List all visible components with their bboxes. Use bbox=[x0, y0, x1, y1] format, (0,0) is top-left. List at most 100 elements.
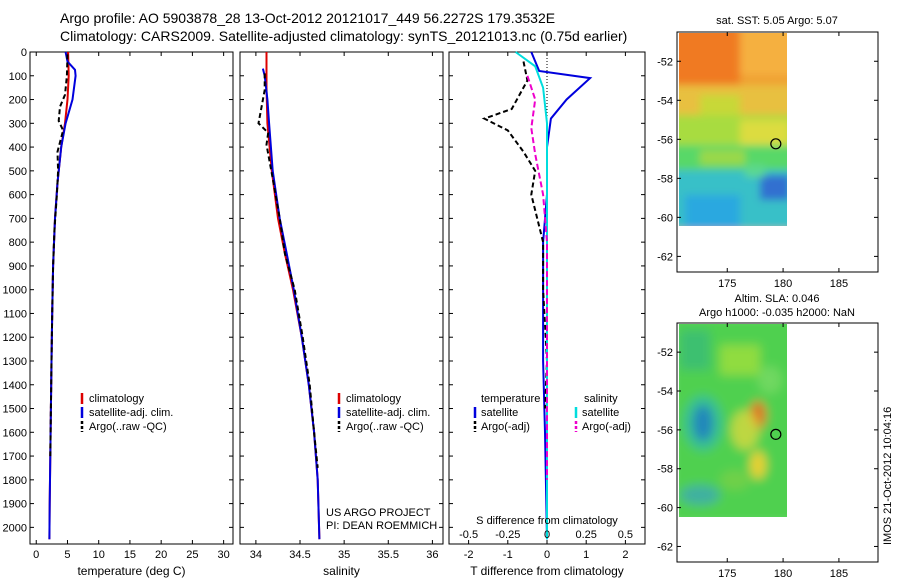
sla_map-y-tick-label: -60 bbox=[657, 503, 673, 515]
sla_map-y-tick-label: -52 bbox=[657, 347, 673, 359]
sst_map-axes-frame bbox=[676, 31, 879, 273]
y-tick-label: 1100 bbox=[3, 308, 27, 320]
difference-s-tick-label: -0.5 bbox=[459, 529, 478, 541]
y-tick-label: 0 bbox=[21, 47, 27, 59]
difference-s-tick-label: 0 bbox=[544, 529, 550, 541]
sst_map-y-tick-label: -56 bbox=[657, 134, 673, 146]
sst_map-y-tick-label: -52 bbox=[657, 56, 673, 68]
temperature-legend-label: climatology bbox=[89, 393, 145, 405]
y-tick-label: 1400 bbox=[3, 380, 27, 392]
sla-map-title-line2: Argo h1000: -0.035 h2000: NaN bbox=[699, 307, 855, 319]
temperature-axes-frame bbox=[29, 51, 234, 545]
difference-series-s-satellite bbox=[515, 51, 548, 540]
temperature-legend-label: Argo(..raw -QC) bbox=[89, 421, 167, 433]
salinity-xlabel: salinity bbox=[323, 564, 360, 578]
salinity-legend-label: satellite-adj. clim. bbox=[346, 407, 430, 419]
difference-legend-title-salinity: salinity bbox=[584, 393, 618, 405]
y-tick-label: 300 bbox=[9, 118, 27, 130]
y-tick-label: 1800 bbox=[3, 475, 27, 487]
sst_map-y-tick-label: -62 bbox=[657, 251, 673, 263]
difference-x-tick-label: 0 bbox=[544, 549, 550, 561]
difference-series-t-satellite bbox=[530, 51, 593, 540]
sst_map-float-marker bbox=[770, 138, 782, 150]
salinity-series-climatology bbox=[265, 52, 321, 540]
salinity-x-tick-label: 35.5 bbox=[378, 549, 399, 561]
difference-xlabel-top: S difference from climatology bbox=[476, 515, 618, 527]
salinity-x-tick-label: 36 bbox=[426, 549, 438, 561]
temperature-x-tick-label: 20 bbox=[155, 549, 167, 561]
salinity-series-satellite-adj-clim- bbox=[261, 68, 321, 540]
sla-map-title-line1: Altim. SLA: 0.046 bbox=[735, 293, 820, 305]
difference-s-tick-label: -0.25 bbox=[495, 529, 520, 541]
y-tick-label: 800 bbox=[9, 237, 27, 249]
y-tick-label: 1200 bbox=[3, 332, 27, 344]
sla_map-y-tick-label: -62 bbox=[657, 541, 673, 553]
header-line-2: Climatology: CARS2009. Satellite-adjuste… bbox=[60, 28, 628, 44]
salinity-annotation: US ARGO PROJECT bbox=[326, 507, 431, 519]
salinity-x-tick-label: 35 bbox=[338, 549, 350, 561]
header-line-1: Argo profile: AO 5903878_28 13-Oct-2012 … bbox=[60, 10, 556, 26]
temperature-x-tick-label: 15 bbox=[124, 549, 136, 561]
y-tick-label: 1000 bbox=[3, 285, 27, 297]
sst_map-x-tick-label: 175 bbox=[718, 278, 736, 290]
salinity-x-tick-label: 34.5 bbox=[289, 549, 310, 561]
y-tick-label: 500 bbox=[9, 166, 27, 178]
chart-layer: 0100200300400500600700800900100011001200… bbox=[3, 15, 879, 580]
temperature-series-argo-raw-qc- bbox=[49, 54, 69, 457]
sla_map-y-tick-label: -56 bbox=[657, 425, 673, 437]
difference-series-t-argo-adj- bbox=[481, 61, 549, 409]
sst_map-y-tick-label: -60 bbox=[657, 212, 673, 224]
salinity-axes-frame bbox=[239, 51, 444, 545]
difference-x-tick-label: 2 bbox=[622, 549, 628, 561]
sla_map-y-tick-label: -54 bbox=[657, 386, 673, 398]
temperature-xlabel: temperature (deg C) bbox=[77, 564, 185, 578]
sla_map-x-tick-label: 180 bbox=[774, 568, 792, 580]
y-tick-label: 1600 bbox=[3, 427, 27, 439]
difference-legend-label: satellite bbox=[481, 407, 518, 419]
sla_map-float-marker bbox=[770, 428, 782, 440]
difference-x-tick-label: -1 bbox=[503, 549, 513, 561]
sst_map-y-tick-label: -54 bbox=[657, 95, 673, 107]
salinity-annotation: PI: DEAN ROEMMICH bbox=[326, 520, 437, 532]
sla_map-axes-frame bbox=[676, 322, 879, 563]
y-tick-label: 200 bbox=[9, 95, 27, 107]
difference-s-tick-label: 0.5 bbox=[618, 529, 633, 541]
sla_map-y-tick-label: -58 bbox=[657, 464, 673, 476]
temperature-x-tick-label: 25 bbox=[186, 549, 198, 561]
sst_map-x-tick-label: 185 bbox=[830, 278, 848, 290]
difference-legend-title-temperature: temperature bbox=[481, 393, 540, 405]
y-tick-label: 400 bbox=[9, 142, 27, 154]
footer-stamp: IMOS 21-Oct-2012 10:04:16 bbox=[882, 407, 894, 545]
y-tick-label: 1700 bbox=[3, 451, 27, 463]
salinity-legend-label: climatology bbox=[346, 393, 402, 405]
sla_map-x-tick-label: 175 bbox=[718, 568, 736, 580]
difference-x-tick-label: 1 bbox=[583, 549, 589, 561]
temperature-x-tick-label: 30 bbox=[218, 549, 230, 561]
sst-map-title: sat. SST: 5.05 Argo: 5.07 bbox=[716, 15, 838, 27]
salinity-legend-label: Argo(..raw -QC) bbox=[346, 421, 424, 433]
sst-heatmap-raster bbox=[679, 33, 787, 226]
salinity-x-tick-label: 34 bbox=[250, 549, 262, 561]
y-tick-label: 1500 bbox=[3, 404, 27, 416]
y-tick-label: 1900 bbox=[3, 499, 27, 511]
difference-legend-label: Argo(-adj) bbox=[582, 421, 631, 433]
sst_map-y-tick-label: -58 bbox=[657, 173, 673, 185]
difference-xlabel: T difference from climatology bbox=[470, 564, 624, 578]
sla-heatmap-raster bbox=[679, 324, 787, 517]
y-tick-label: 700 bbox=[9, 213, 27, 225]
difference-x-tick-label: -2 bbox=[464, 549, 474, 561]
temperature-x-tick-label: 5 bbox=[64, 549, 70, 561]
salinity-series-argo-raw-qc- bbox=[257, 73, 319, 469]
difference-legend-label: Argo(-adj) bbox=[481, 421, 530, 433]
sla_map-x-tick-label: 185 bbox=[830, 568, 848, 580]
temperature-legend-label: satellite-adj. clim. bbox=[89, 407, 173, 419]
y-tick-label: 100 bbox=[9, 71, 27, 83]
y-tick-label: 900 bbox=[9, 261, 27, 273]
temperature-x-tick-label: 10 bbox=[93, 549, 105, 561]
y-tick-label: 2000 bbox=[3, 522, 27, 534]
sst_map-x-tick-label: 180 bbox=[774, 278, 792, 290]
y-tick-label: 600 bbox=[9, 190, 27, 202]
difference-series-s-argo-adj- bbox=[526, 75, 548, 480]
difference-s-tick-label: 0.25 bbox=[575, 529, 596, 541]
